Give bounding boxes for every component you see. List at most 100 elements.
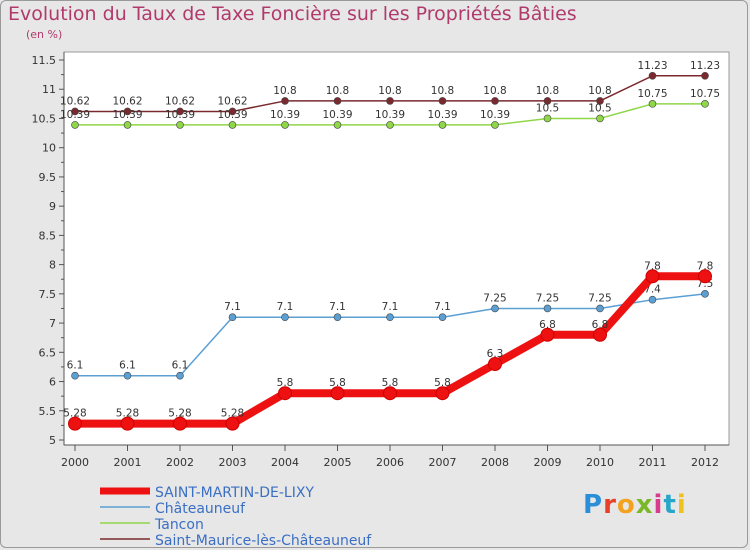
data-point (386, 121, 394, 129)
logo-letter: i (653, 490, 664, 520)
y-tick-label: 11 (42, 83, 56, 96)
data-point (228, 121, 237, 129)
chart-title: Evolution du Taux de Taxe Foncière sur l… (8, 3, 577, 25)
data-point (71, 371, 79, 380)
data-point (386, 313, 394, 322)
logo-letter: o (616, 490, 636, 520)
data-label: 6.8 (539, 319, 556, 331)
data-point (173, 416, 187, 431)
y-tick-label: 8 (49, 259, 56, 272)
data-label: 5.8 (277, 377, 294, 389)
data-label: 6.1 (172, 360, 189, 372)
data-label: 5.28 (116, 408, 139, 420)
data-label: 11.23 (637, 60, 667, 72)
y-tick-label: 8.5 (39, 229, 57, 242)
logo-letter: t (663, 490, 677, 520)
data-point (176, 371, 184, 380)
data-point (123, 107, 132, 116)
data-point (648, 295, 657, 304)
data-label: 10.39 (480, 109, 510, 121)
data-point (281, 121, 289, 129)
y-tick-label: 9 (49, 200, 56, 213)
logo-letter: x (635, 490, 654, 520)
data-label: 5.28 (168, 408, 191, 420)
x-tick-label: 2004 (271, 456, 299, 469)
data-point (596, 304, 604, 313)
data-point (540, 327, 555, 342)
data-point (228, 313, 237, 322)
data-label: 10.8 (483, 85, 506, 97)
data-point (596, 97, 604, 105)
data-point (701, 71, 709, 80)
data-point (68, 416, 82, 431)
data-label: 7.8 (697, 260, 714, 272)
x-tick-label: 2003 (219, 456, 247, 469)
data-label: 7.1 (434, 301, 451, 313)
unit-label: (en %) (26, 28, 63, 41)
y-tick-label: 10 (42, 142, 56, 155)
data-point (120, 416, 135, 431)
data-point (593, 327, 607, 342)
data-label: 7.25 (483, 292, 506, 304)
data-label: 5.28 (63, 408, 86, 420)
data-label: 10.62 (112, 95, 142, 107)
x-tick-label: 2008 (481, 456, 509, 469)
data-point (648, 71, 657, 80)
data-point (71, 107, 79, 116)
data-label: 5.8 (382, 377, 399, 389)
data-label: 10.5 (588, 102, 611, 114)
data-label: 10.62 (165, 95, 195, 107)
x-tick-label: 2001 (114, 456, 142, 469)
data-point (71, 121, 79, 129)
legend-entry: Châteauneuf (155, 501, 246, 517)
data-point (698, 269, 712, 284)
data-point (228, 107, 237, 116)
data-label: 7.1 (277, 301, 294, 313)
logo-letter: P (583, 490, 604, 520)
data-point (438, 97, 447, 105)
data-point (225, 416, 240, 431)
data-label: 6.3 (487, 348, 504, 360)
data-label: 10.39 (322, 109, 352, 121)
y-tick-label: 10.5 (32, 112, 57, 125)
data-point (333, 121, 342, 129)
data-point (333, 97, 342, 105)
x-tick-label: 2000 (61, 456, 89, 469)
data-label: 10.62 (60, 95, 90, 107)
data-point (543, 304, 552, 313)
legend-entry: Saint-Maurice-lès-Châteauneuf (155, 533, 372, 549)
data-point (491, 304, 499, 313)
proxiti-logo: Proxiti (583, 490, 687, 520)
data-label: 5.28 (221, 408, 244, 420)
data-point (645, 269, 660, 284)
data-label: 7.25 (536, 292, 559, 304)
data-label: 7.25 (588, 292, 611, 304)
data-point (278, 386, 292, 401)
data-label: 10.8 (536, 85, 559, 97)
data-label: 5.8 (329, 377, 346, 389)
data-label: 10.75 (690, 88, 720, 100)
data-point (701, 100, 709, 108)
data-point (383, 386, 397, 401)
data-point (596, 114, 604, 123)
y-tick-label: 6 (49, 376, 56, 389)
data-point (648, 100, 657, 108)
data-label: 10.8 (588, 85, 611, 97)
data-label: 10.8 (273, 85, 296, 97)
x-tick-label: 2007 (429, 456, 457, 469)
data-point (491, 121, 499, 129)
x-tick-label: 2005 (324, 456, 352, 469)
data-label: 11.23 (690, 60, 720, 72)
y-tick-label: 5.5 (39, 405, 57, 418)
logo-letter: r (603, 490, 617, 520)
data-label: 10.39 (165, 109, 195, 121)
data-point (543, 97, 552, 105)
x-tick-label: 2010 (586, 456, 614, 469)
data-point (543, 114, 552, 123)
data-label: 10.75 (637, 88, 667, 100)
data-label: 10.8 (431, 85, 454, 97)
data-point (123, 371, 132, 380)
data-point (488, 357, 502, 371)
y-tick-label: 9.5 (39, 171, 57, 184)
